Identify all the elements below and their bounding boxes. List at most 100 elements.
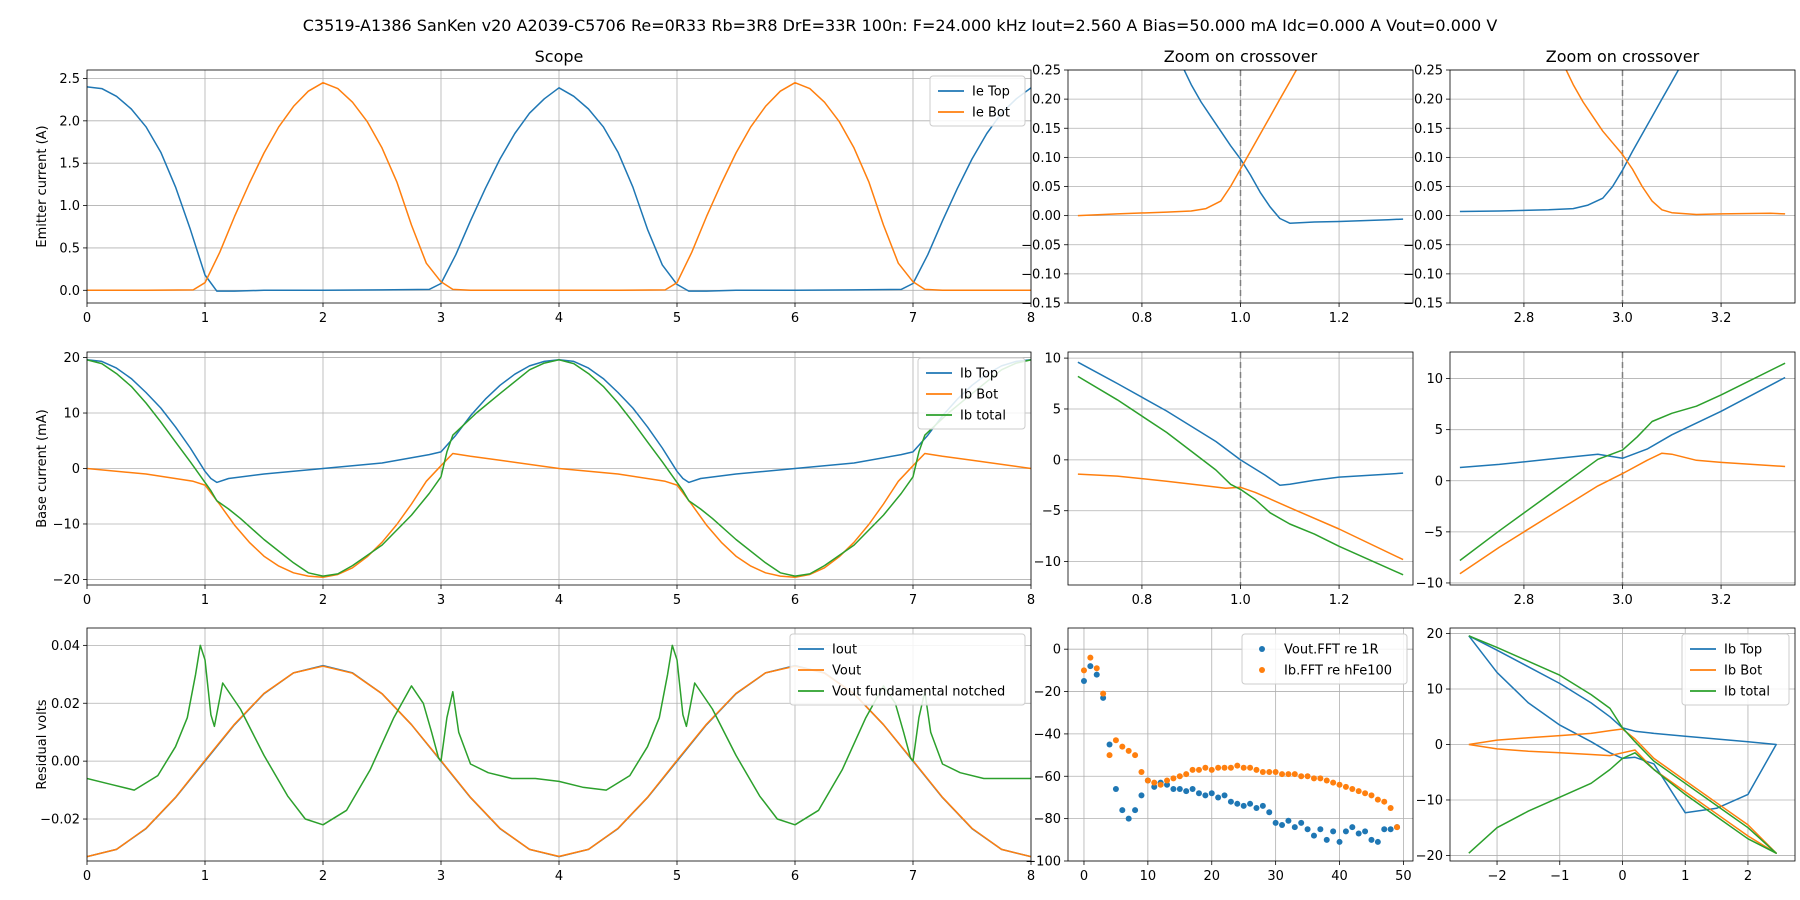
data-point — [1323, 836, 1330, 843]
x-tick-label: 1.0 — [1230, 593, 1251, 608]
data-point — [1195, 790, 1202, 797]
data-point — [1240, 764, 1247, 771]
x-tick-label: 6 — [791, 869, 799, 884]
data-point — [1368, 836, 1375, 843]
y-tick-label: 5 — [1053, 402, 1061, 417]
series-line — [1468, 635, 1777, 814]
x-tick-label: 20 — [1203, 869, 1220, 884]
plot-area — [87, 359, 1031, 578]
y-tick-label: 0 — [1435, 738, 1443, 753]
y-tick-label: 10 — [1426, 372, 1443, 387]
legend-label: Vout.FFT re 1R — [1284, 643, 1379, 658]
chart-title: Scope — [535, 47, 584, 66]
legend-label: Vout — [832, 664, 861, 679]
legend-label: Ib.FFT re hFe100 — [1284, 664, 1392, 679]
x-tick-label: 3 — [437, 593, 445, 608]
y-tick-label: −60 — [1034, 770, 1061, 785]
data-point — [1279, 771, 1286, 778]
legend-marker — [1259, 646, 1265, 652]
y-tick-label: 10 — [63, 407, 80, 422]
y-tick-label: 0.15 — [1414, 122, 1443, 137]
data-point — [1170, 775, 1177, 782]
y-tick-label: 0 — [72, 462, 80, 477]
legend-box — [929, 75, 1026, 127]
y-tick-label: 0.0 — [59, 284, 80, 299]
data-point — [1100, 694, 1107, 701]
plot-area — [1077, 361, 1404, 576]
x-tick-label: 2.8 — [1514, 311, 1535, 326]
y-tick-label: −5 — [1042, 504, 1061, 519]
data-point — [1208, 766, 1215, 773]
data-point — [1119, 807, 1126, 814]
data-point — [1285, 771, 1292, 778]
data-point — [1330, 828, 1337, 835]
x-tick-label: 8 — [1027, 869, 1035, 884]
plot-area — [87, 81, 1031, 292]
y-tick-label: 10 — [1426, 683, 1443, 698]
data-point — [1240, 802, 1247, 809]
data-point — [1221, 792, 1228, 799]
y-tick-label: −0.02 — [40, 813, 80, 828]
plot-area — [1459, 70, 1786, 216]
data-point — [1342, 828, 1349, 835]
y-tick-label: 0.10 — [1032, 151, 1061, 166]
data-point — [1119, 743, 1126, 750]
data-point — [1112, 737, 1119, 744]
chart-scope-ib: 0 1 2 3 4 5 6 7 8 −20 −10 0 10 20 Base current (mA) Ib … — [35, 351, 1035, 608]
data-point — [1387, 826, 1394, 833]
y-tick-label: −10 — [1416, 793, 1443, 808]
x-tick-label: 6 — [791, 311, 799, 326]
x-tick-label: 2 — [319, 311, 327, 326]
data-point — [1144, 777, 1151, 784]
data-point — [1304, 773, 1311, 780]
x-tick-label: 4 — [555, 593, 563, 608]
data-point — [1317, 775, 1324, 782]
y-tick-label: −40 — [1034, 727, 1061, 742]
data-point — [1253, 805, 1260, 812]
data-point — [1138, 792, 1145, 799]
x-tick-label: 3 — [437, 869, 445, 884]
x-tick-label: −1 — [1550, 869, 1569, 884]
y-tick-label: 0.20 — [1032, 93, 1061, 108]
x-tick-label: 5 — [673, 593, 681, 608]
x-tick-label: 0 — [83, 869, 91, 884]
legend-box — [789, 633, 1026, 706]
legend-label: Ib total — [1724, 685, 1770, 700]
y-tick-label: −10 — [1416, 576, 1443, 591]
y-tick-label: 0.05 — [1414, 180, 1443, 195]
y-tick-label: 1.0 — [59, 199, 80, 214]
series-line — [1459, 452, 1786, 575]
data-point — [1259, 769, 1266, 776]
x-tick-label: 3 — [437, 311, 445, 326]
x-tick-label: 1 — [201, 869, 209, 884]
y-tick-label: 0 — [1435, 474, 1443, 489]
legend: Iout Vout Vout fundamental notched — [789, 633, 1026, 706]
data-point — [1093, 671, 1100, 678]
x-tick-label: 50 — [1395, 869, 1412, 884]
data-point — [1381, 826, 1388, 833]
data-point — [1394, 824, 1401, 831]
data-point — [1272, 819, 1279, 826]
x-tick-label: 7 — [909, 311, 917, 326]
x-tick-label: 2.8 — [1514, 593, 1535, 608]
data-point — [1189, 766, 1196, 773]
legend-label: Ib Top — [1724, 643, 1762, 658]
data-point — [1176, 773, 1183, 780]
legend-label: Ib Top — [960, 367, 998, 382]
y-tick-label: 5 — [1435, 423, 1443, 438]
x-tick-label: 4 — [555, 869, 563, 884]
x-tick-label: 2 — [1744, 869, 1752, 884]
series-line — [1077, 70, 1298, 217]
chart-zoom-ie-1: 0.8 1.0 1.2 −0.15 −0.10 −0.05 0.00 0.05 0.10 0.15… — [1021, 47, 1414, 326]
figure-suptitle: C3519-A1386 SanKen v20 A2039-C5706 Re=0R… — [303, 16, 1498, 35]
y-tick-label: 0.05 — [1032, 180, 1061, 195]
data-point — [1132, 807, 1139, 814]
plot-area — [1080, 654, 1401, 845]
data-point — [1106, 752, 1113, 759]
series-line — [1077, 361, 1404, 487]
chart-scope-vout: 0 1 2 3 4 5 6 7 8 −0.02 0.00 0.02 0.04 Residual volts… — [35, 627, 1035, 884]
data-point — [1080, 677, 1087, 684]
x-tick-label: 3.0 — [1612, 593, 1633, 608]
legend-marker — [1259, 667, 1265, 673]
